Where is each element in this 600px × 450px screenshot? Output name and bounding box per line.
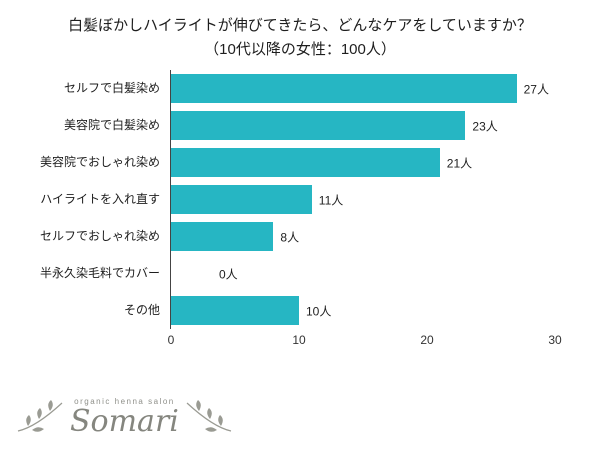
value-label: 10人 bbox=[306, 304, 332, 318]
bar-track: 27人 bbox=[170, 70, 555, 107]
value-label: 11人 bbox=[318, 193, 344, 207]
bar bbox=[171, 185, 312, 214]
leaf-branch-right-icon bbox=[183, 393, 235, 440]
value-label: 27人 bbox=[523, 82, 549, 96]
category-label: 美容院でおしゃれ染め bbox=[39, 155, 160, 170]
chart-row: その他 10人 bbox=[0, 292, 600, 329]
category-label: ハイライトを入れ直す bbox=[40, 192, 160, 207]
x-tick-label: 20 bbox=[420, 333, 434, 347]
bar-track: 10人 bbox=[170, 292, 555, 329]
category-label: 半永久染毛料でカバー bbox=[39, 266, 160, 281]
category-label: 美容院で白髪染め bbox=[63, 118, 160, 133]
logo-tagline: organic henna salon bbox=[74, 396, 175, 406]
bar-track: 23人 bbox=[170, 107, 555, 144]
somari-logo: organic henna salon Somari bbox=[14, 393, 235, 440]
logo-name: Somari bbox=[70, 403, 179, 439]
bar-track: 11人 bbox=[170, 181, 555, 218]
x-tick-label: 10 bbox=[292, 333, 306, 347]
bar bbox=[171, 296, 299, 325]
chart-title: 白髪ぼかしハイライトが伸びてきたら、どんなケアをしていますか？ （10代以降の女… bbox=[0, 0, 600, 62]
chart-row: セルフで白髪染め 27人 bbox=[0, 70, 600, 107]
bar-track: 21人 bbox=[170, 144, 555, 181]
chart-row: 美容院でおしゃれ染め 21人 bbox=[0, 144, 600, 181]
bar bbox=[171, 222, 274, 251]
chart-row: 美容院で白髪染め 23人 bbox=[0, 107, 600, 144]
bar-chart: セルフで白髪染め 27人美容院で白髪染め 23人美容院でおしゃれ染め 21人ハイライト… bbox=[0, 70, 600, 349]
category-label: セルフでおしゃれ染め bbox=[39, 229, 160, 244]
bar bbox=[171, 148, 440, 177]
value-label: 21人 bbox=[446, 156, 473, 170]
x-tick-label: 30 bbox=[548, 333, 562, 347]
chart-row: ハイライトを入れ直す 11人 bbox=[0, 181, 600, 218]
category-label: その他 bbox=[123, 303, 160, 318]
bar-track: 0人 bbox=[170, 255, 555, 292]
x-axis: 0 10 20 30 bbox=[0, 331, 600, 349]
x-axis-spacer bbox=[0, 331, 171, 349]
value-label: 23人 bbox=[472, 119, 498, 133]
chart-title-line2: （10代以降の女性：100人） bbox=[204, 41, 396, 58]
x-tick-label: 0 bbox=[167, 333, 175, 347]
bar bbox=[171, 74, 517, 103]
bar bbox=[171, 111, 466, 140]
bar-track: 8人 bbox=[170, 218, 555, 255]
value-label: 0人 bbox=[219, 267, 238, 281]
chart-row: 半永久染毛料でカバー 0人 bbox=[0, 255, 600, 292]
chart-title-line1: 白髪ぼかしハイライトが伸びてきたら、どんなケアをしていますか？ bbox=[68, 17, 532, 34]
chart-rows: セルフで白髪染め 27人美容院で白髪染め 23人美容院でおしゃれ染め 21人ハイライト… bbox=[0, 70, 600, 329]
logo-text-block: organic henna salon Somari bbox=[70, 397, 179, 437]
category-label: セルフで白髪染め bbox=[63, 81, 160, 96]
x-axis-ticks: 0 10 20 30 bbox=[167, 331, 562, 349]
chart-row: セルフでおしゃれ染め 8人 bbox=[0, 218, 600, 255]
leaf-branch-left-icon bbox=[14, 393, 66, 440]
value-label: 8人 bbox=[280, 230, 300, 244]
